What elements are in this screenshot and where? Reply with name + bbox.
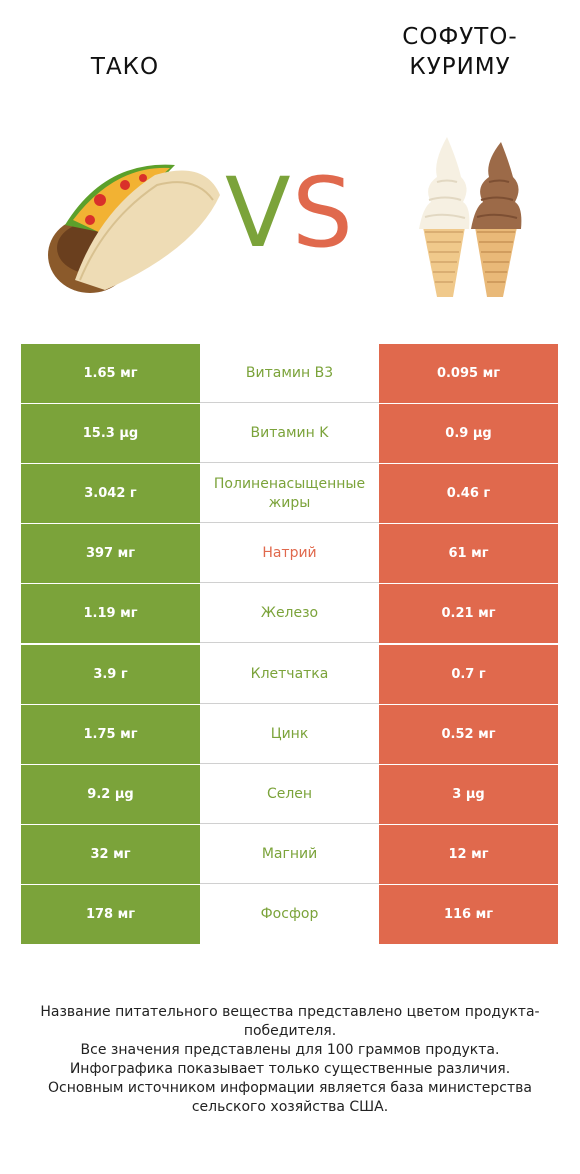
left-value: 3.042 г <box>21 464 200 524</box>
nutrient-label: Железо <box>200 584 379 644</box>
nutrient-label: Натрий <box>200 524 379 584</box>
left-value: 15.3 µg <box>21 404 200 464</box>
row-divider <box>200 882 379 884</box>
comparison-row: 397 мг Натрий 61 мг <box>21 524 558 584</box>
nutrient-label: Селен <box>200 764 379 824</box>
footer-line: Инфографика показывает только существенн… <box>69 1061 511 1077</box>
footer-notes: Название питательного вещества представл… <box>20 1003 560 1117</box>
footer-line: Основным источником информации является … <box>48 1080 532 1115</box>
row-divider <box>200 462 379 464</box>
nutrient-label: Клетчатка <box>200 644 379 704</box>
right-value: 0.21 мг <box>379 584 558 644</box>
comparison-row: 1.19 мг Железо 0.21 мг <box>21 584 558 644</box>
row-divider <box>200 762 379 764</box>
footer-line: Название питательного вещества представл… <box>40 1004 540 1039</box>
left-value: 3.9 г <box>21 644 200 704</box>
comparison-row: 9.2 µg Селен 3 µg <box>21 764 558 824</box>
comparison-row: 1.75 мг Цинк 0.52 мг <box>21 704 558 764</box>
comparison-row: 1.65 мг Витамин B3 0.095 мг <box>21 344 558 403</box>
nutrient-label: Магний <box>200 824 379 884</box>
right-value: 3 µg <box>379 764 558 824</box>
comparison-row: 32 мг Магний 12 мг <box>21 824 558 884</box>
comparison-row: 3.9 г Клетчатка 0.7 г <box>21 644 558 704</box>
left-value: 1.75 мг <box>21 704 200 764</box>
comparison-row: 3.042 г Полиненасыщенные жиры 0.46 г <box>21 464 558 524</box>
right-value: 0.52 мг <box>379 704 558 764</box>
right-value: 116 мг <box>379 884 558 944</box>
right-value: 0.095 мг <box>379 344 558 403</box>
taco-illustration <box>48 164 220 293</box>
left-value: 1.65 мг <box>21 344 200 403</box>
nutrient-label: Витамин B3 <box>200 344 379 403</box>
right-value: 0.46 г <box>379 464 558 524</box>
row-divider <box>200 522 379 524</box>
nutrient-label: Фосфор <box>200 884 379 944</box>
row-divider <box>200 402 379 403</box>
right-value: 12 мг <box>379 824 558 884</box>
left-value: 1.19 мг <box>21 584 200 644</box>
nutrient-label: Цинк <box>200 704 379 764</box>
nutrient-label: Витамин K <box>200 404 379 464</box>
left-value: 32 мг <box>21 824 200 884</box>
vs-letter-s: S <box>292 157 353 269</box>
row-divider <box>200 582 379 584</box>
left-value: 178 мг <box>21 884 200 944</box>
soft-serve-illustration <box>419 137 522 297</box>
comparison-row: 178 мг Фосфор 116 мг <box>21 884 558 944</box>
right-value: 0.7 г <box>379 644 558 704</box>
right-value: 0.9 µg <box>379 404 558 464</box>
comparison-row: 15.3 µg Витамин K 0.9 µg <box>21 404 558 464</box>
row-divider <box>200 642 379 644</box>
vs-letter-v: V <box>225 157 291 269</box>
row-divider <box>200 702 379 704</box>
right-value: 61 мг <box>379 524 558 584</box>
row-divider <box>200 822 379 824</box>
right-product-title: СОФУТО-КУРИМУ <box>402 24 518 80</box>
left-value: 397 мг <box>21 524 200 584</box>
left-value: 9.2 µg <box>21 764 200 824</box>
left-product-title: ТАКО <box>90 54 160 80</box>
footer-line: Все значения представлены для 100 граммо… <box>80 1042 500 1058</box>
nutrient-label: Полиненасыщенные жиры <box>200 464 379 524</box>
